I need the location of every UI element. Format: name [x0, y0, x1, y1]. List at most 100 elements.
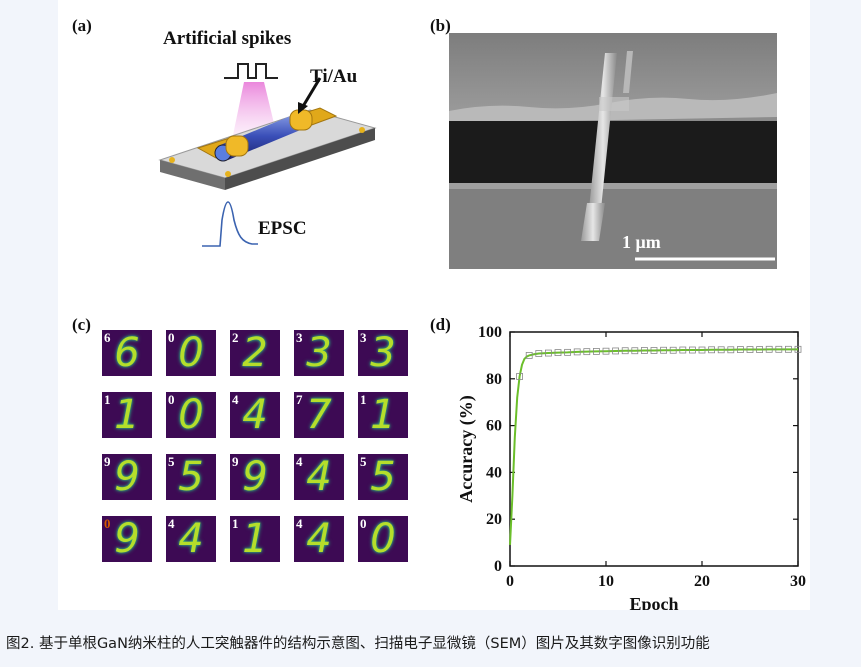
plot-frame — [509, 331, 799, 567]
predicted-label: 0 — [104, 516, 111, 531]
data-point — [669, 346, 677, 354]
digit-image: 1 — [242, 516, 268, 562]
data-point — [679, 346, 687, 354]
electrode-label: Ti/Au — [310, 66, 358, 87]
data-point — [727, 346, 735, 354]
data-point — [746, 346, 754, 353]
x-tick-label: 30 — [790, 573, 806, 590]
digit-image: 0 — [370, 516, 396, 562]
data-point — [660, 346, 668, 354]
substrate-side — [225, 128, 375, 190]
data-point — [756, 346, 764, 353]
data-point — [650, 347, 658, 354]
digit-image: 3 — [370, 330, 396, 376]
data-point — [688, 346, 696, 354]
predicted-label: 9 — [232, 454, 239, 469]
x-tick-label: 20 — [694, 573, 710, 590]
data-point — [794, 345, 802, 353]
scale-bar-label: 1 μm — [622, 232, 661, 252]
spike-train — [224, 63, 278, 79]
x-tick-label: 0 — [506, 573, 514, 590]
panel-d-label: (d) — [430, 315, 451, 334]
x-axis-label: Epoch — [629, 594, 678, 610]
data-point — [583, 348, 591, 356]
data-point — [535, 350, 543, 357]
data-point — [631, 347, 639, 355]
predicted-label: 4 — [296, 516, 303, 531]
data-point — [736, 346, 744, 353]
digit-image: 5 — [370, 454, 396, 500]
data-point — [717, 346, 725, 354]
digit-image: 2 — [242, 330, 268, 376]
figure-caption: 图2. 基于单根GaN纳米柱的人工突触器件的结构示意图、扫描电子显微镜（SEM）… — [6, 636, 710, 652]
data-point — [640, 347, 648, 354]
digit-image: 9 — [114, 454, 140, 500]
digit-image: 7 — [306, 392, 332, 438]
predicted-label: 6 — [104, 330, 111, 345]
predicted-label: 3 — [360, 330, 367, 345]
y-tick-label: 40 — [486, 464, 502, 481]
digit-image: 3 — [306, 330, 332, 376]
y-tick-label: 100 — [478, 324, 502, 341]
x-tick-label: 10 — [598, 573, 614, 590]
predicted-label: 0 — [168, 330, 175, 345]
data-point — [621, 347, 629, 355]
panel-b-label: (b) — [430, 16, 451, 35]
predicted-label: 3 — [296, 330, 303, 345]
predicted-label: 5 — [360, 454, 367, 469]
y-tick-label: 20 — [486, 511, 502, 528]
substrate-front — [160, 160, 225, 190]
y-axis-label: Accuracy (%) — [456, 395, 477, 502]
digit-image: 9 — [242, 454, 268, 500]
data-point — [554, 349, 562, 356]
predicted-label: 2 — [232, 330, 239, 345]
predicted-label: 1 — [104, 392, 111, 407]
predicted-label: 4 — [168, 516, 175, 531]
data-point — [564, 348, 571, 356]
digit-image: 9 — [114, 516, 140, 562]
data-point — [545, 349, 552, 357]
predicted-label: 4 — [296, 454, 303, 469]
data-point — [516, 373, 523, 380]
device-schematic — [158, 63, 377, 247]
digit-image: 0 — [178, 392, 204, 438]
digit-image: 4 — [306, 454, 332, 500]
panel-a-label: (a) — [72, 16, 92, 35]
data-point — [698, 346, 706, 354]
data-point — [602, 347, 610, 355]
predicted-label: 5 — [168, 454, 175, 469]
digit-image: 1 — [370, 392, 396, 438]
data-point — [525, 352, 533, 359]
sem-image — [449, 33, 777, 269]
predicted-label: 7 — [296, 392, 303, 407]
digit-image: 4 — [306, 516, 332, 562]
digit-image: 4 — [178, 516, 204, 562]
predicted-label: 0 — [360, 516, 367, 531]
panel-c-label: (c) — [72, 315, 91, 334]
accuracy-chart: 0 10 20 30 0 20 40 60 80 100 Epoch Accuracy (%) — [456, 324, 806, 610]
predicted-label: 1 — [232, 516, 239, 531]
artificial-spikes-label: Artificial spikes — [163, 28, 292, 49]
epsc-label: EPSC — [258, 218, 307, 239]
data-point — [784, 345, 792, 353]
epsc-curve — [202, 201, 258, 247]
